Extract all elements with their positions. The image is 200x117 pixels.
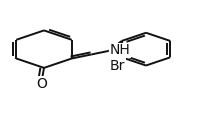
Text: Br: Br	[110, 58, 125, 73]
Text: NH: NH	[110, 43, 130, 57]
Text: O: O	[37, 77, 47, 91]
